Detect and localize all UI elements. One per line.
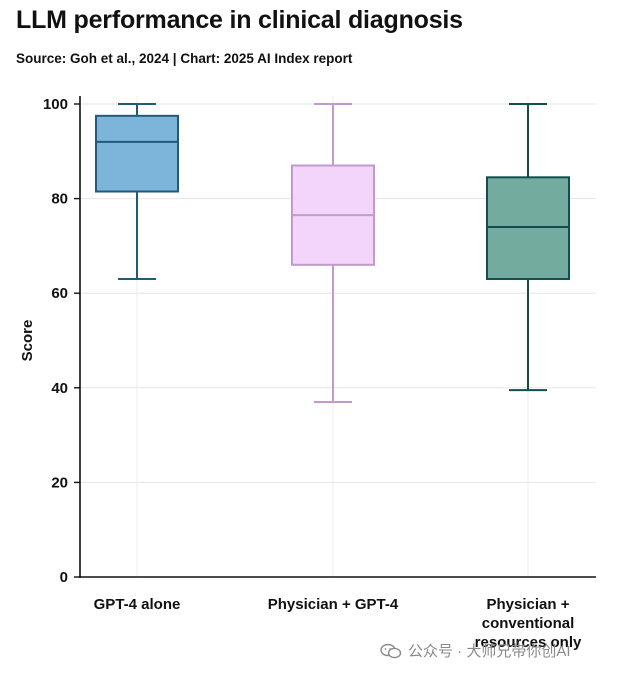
box-iqr — [95, 114, 179, 193]
x-category-label: GPT-4 alone — [94, 596, 181, 613]
watermark: 公众号 · 大师兄带你创AI — [380, 640, 571, 661]
x-category-label: Physician + conventional resources only — [475, 596, 582, 651]
x-category-label: Physician + GPT-4 — [268, 596, 399, 613]
y-tick-label: 80 — [51, 191, 68, 208]
box-2 — [291, 103, 375, 403]
y-tick-label: 0 — [60, 569, 68, 586]
chart-subtitle: Source: Goh et al., 2024 | Chart: 2025 A… — [16, 51, 353, 66]
y-tick-label: 40 — [51, 380, 68, 397]
chart-title: LLM performance in clinical diagnosis — [16, 6, 463, 34]
y-tick-label: 60 — [51, 285, 68, 302]
axes: 0 20 40 60 80 100 Score — [19, 96, 596, 586]
box-iqr — [486, 176, 570, 281]
labels: GPT-4 alone Physician + GPT-4 Physician + c… — [94, 596, 582, 651]
wechat-icon — [380, 643, 402, 658]
y-tick-label: 100 — [43, 96, 68, 113]
y-axis-title: Score — [19, 320, 36, 362]
y-tick-label: 20 — [51, 474, 68, 491]
boxes — [95, 103, 570, 403]
box-3 — [486, 103, 570, 392]
watermark-text: 公众号 · 大师兄带你创AI — [408, 643, 571, 660]
box-1 — [95, 103, 179, 281]
